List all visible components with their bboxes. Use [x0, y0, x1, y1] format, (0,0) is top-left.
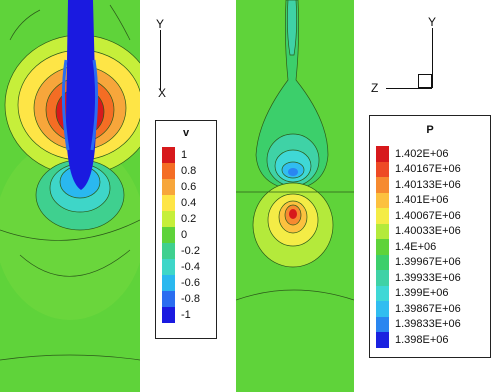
- legend-label: 0: [181, 229, 188, 241]
- legend-label: 1.40033E+06: [395, 225, 461, 238]
- legend-entry: 0.2: [162, 211, 196, 227]
- legend-entry: -0.6: [162, 275, 200, 291]
- legend-entry: 0.8: [162, 163, 196, 179]
- pressure-legend: P 1.402E+06 1.40167E+06 1.40133E+06 1.401E+…: [369, 115, 491, 358]
- legend-swatch: [162, 211, 175, 227]
- legend-label: 1.401E+06: [395, 194, 449, 207]
- legend-label: -0.8: [181, 293, 200, 305]
- legend-label: 0.8: [181, 165, 197, 177]
- legend-label: 1.398E+06: [395, 333, 449, 346]
- legend-swatch: [162, 227, 175, 243]
- legend-entry: 1.39967E+06: [376, 254, 461, 270]
- legend-entry: 1.401E+06: [376, 192, 449, 208]
- legend-swatch: [376, 239, 389, 255]
- legend-swatch: [162, 259, 175, 275]
- legend-entry: 1.40167E+06: [376, 161, 461, 177]
- y-axis-arrow: [432, 28, 433, 88]
- legend-entry: 1.39833E+06: [376, 316, 461, 332]
- legend-label: 1.40133E+06: [395, 178, 461, 191]
- legend-entry: 0.6: [162, 179, 196, 195]
- legend-label: -0.4: [181, 261, 200, 273]
- legend-label: 1.40167E+06: [395, 163, 461, 176]
- legend-swatch: [162, 307, 175, 323]
- legend-swatch: [376, 285, 389, 301]
- legend-swatch: [376, 270, 389, 286]
- legend-label: 1.39833E+06: [395, 318, 461, 331]
- legend-swatch: [376, 223, 389, 239]
- legend-entry: 1.39933E+06: [376, 270, 461, 286]
- z-axis-arrow: [386, 88, 432, 89]
- legend-swatch: [376, 208, 389, 224]
- legend-swatch: [376, 192, 389, 208]
- legend-entry: -1: [162, 307, 191, 323]
- legend-label: 1.4E+06: [395, 240, 437, 253]
- legend-label: 1.39933E+06: [395, 271, 461, 284]
- legend-swatch: [162, 243, 175, 259]
- velocity-contour-plot: [0, 0, 140, 392]
- legend-swatch: [162, 195, 175, 211]
- legend-label: 1.402E+06: [395, 147, 449, 160]
- legend-swatch: [376, 146, 389, 162]
- legend-swatch: [162, 163, 175, 179]
- legend-entry: 1.40067E+06: [376, 208, 461, 224]
- x-axis-label: X: [158, 86, 167, 100]
- legend-swatch: [162, 275, 175, 291]
- legend-swatch: [376, 332, 389, 348]
- legend-label: -1: [181, 309, 191, 321]
- legend-entry: 1.402E+06: [376, 146, 449, 162]
- legend-swatch: [376, 161, 389, 177]
- y-axis-arrow: [160, 30, 161, 90]
- y-axis-label: Y: [156, 17, 165, 31]
- legend-label: 0.6: [181, 181, 197, 193]
- legend-swatch: [376, 177, 389, 193]
- legend-title: v: [182, 127, 190, 139]
- legend-title: P: [426, 124, 434, 136]
- legend-entry: -0.8: [162, 291, 200, 307]
- legend-label: -0.6: [181, 277, 200, 289]
- legend-label: 0.4: [181, 197, 197, 209]
- legend-swatch: [162, 291, 175, 307]
- legend-entry: 1.399E+06: [376, 285, 449, 301]
- legend-entry: -0.2: [162, 243, 200, 259]
- legend-entry: 1: [162, 147, 187, 163]
- legend-label: 1: [181, 149, 188, 161]
- legend-swatch: [376, 316, 389, 332]
- pressure-contour-field: [236, 0, 354, 392]
- legend-label: 1.399E+06: [395, 287, 449, 300]
- legend-label: -0.2: [181, 245, 200, 257]
- legend-swatch: [376, 301, 389, 317]
- legend-entry: 1.40133E+06: [376, 177, 461, 193]
- legend-entry: 1.398E+06: [376, 332, 449, 348]
- velocity-legend: v 1 0.8 0.6 0.4 0.2 0 -0.2 -0.4 -0.6 -0.8 -1: [155, 120, 217, 339]
- pressure-contour-plot: [236, 0, 354, 392]
- legend-entry: 0.4: [162, 195, 196, 211]
- legend-label: 0.2: [181, 213, 197, 225]
- legend-entry: 1.40033E+06: [376, 223, 461, 239]
- legend-swatch: [162, 179, 175, 195]
- legend-entry: 0: [162, 227, 187, 243]
- y-axis-label: Y: [428, 15, 437, 29]
- legend-entry: 1.39867E+06: [376, 301, 461, 317]
- velocity-contour-field: [0, 0, 140, 392]
- legend-label: 1.39867E+06: [395, 302, 461, 315]
- legend-entry: 1.4E+06: [376, 239, 436, 255]
- z-axis-label: Z: [371, 81, 379, 95]
- legend-swatch: [376, 254, 389, 270]
- origin-box: [418, 74, 432, 88]
- legend-swatch: [162, 147, 175, 163]
- legend-label: 1.40067E+06: [395, 209, 461, 222]
- legend-label: 1.39967E+06: [395, 256, 461, 269]
- legend-entry: -0.4: [162, 259, 200, 275]
